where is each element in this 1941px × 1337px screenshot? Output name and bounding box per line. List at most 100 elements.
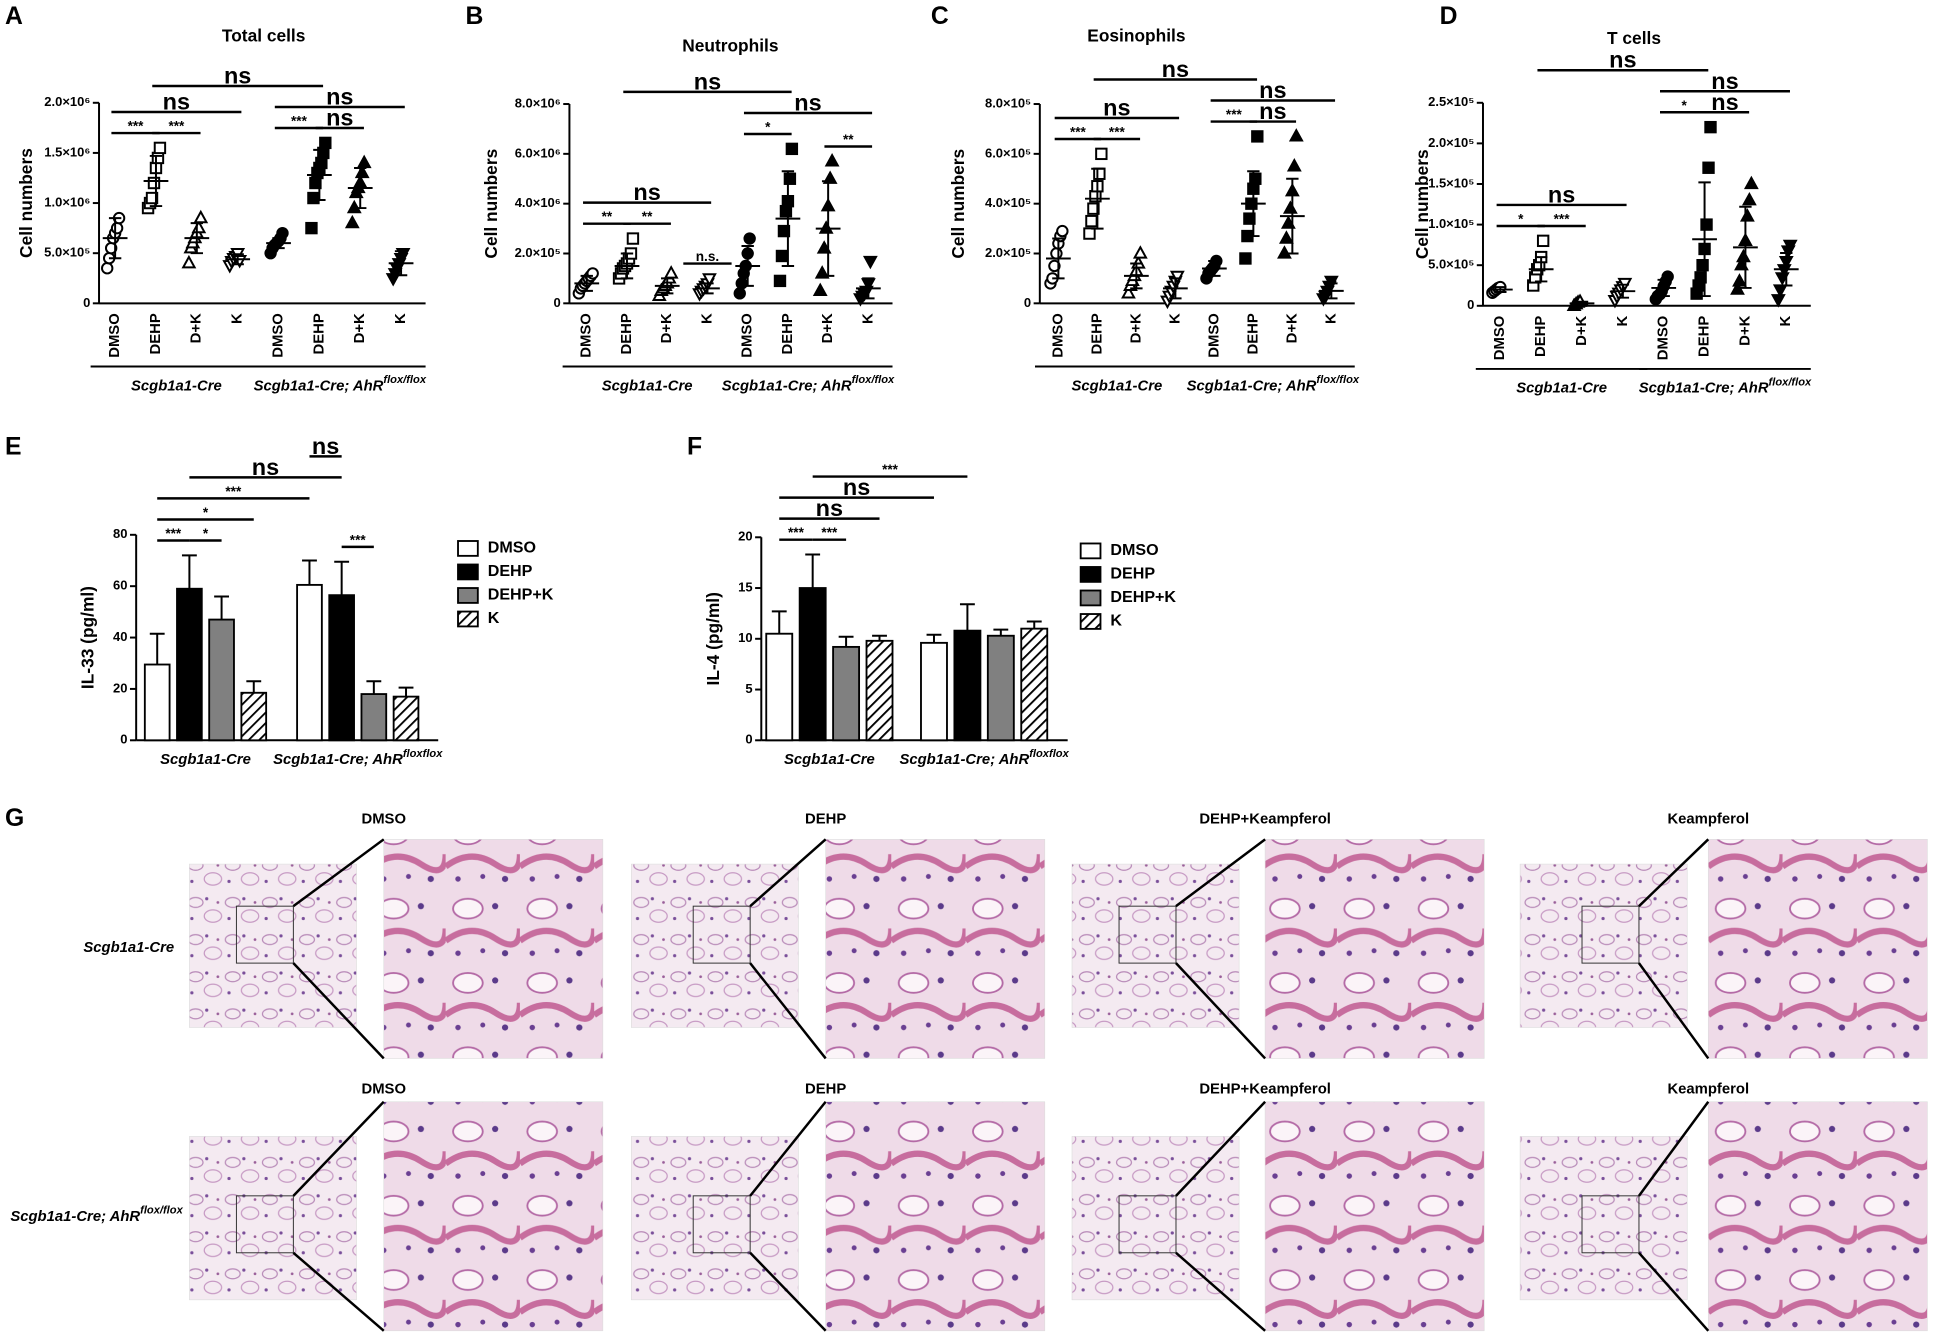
- error-bar: [838, 635, 854, 647]
- data-point: [1282, 200, 1298, 214]
- histology-image: [1071, 1136, 1240, 1301]
- panel-letter: B: [465, 3, 483, 30]
- y-tick-label: 60: [113, 578, 127, 593]
- data-point: [1121, 285, 1136, 299]
- histology-zoom-image: [825, 839, 1046, 1059]
- data-point: [779, 204, 793, 218]
- significance-label: *: [203, 526, 209, 541]
- bar: [328, 594, 355, 742]
- data-point: [153, 141, 167, 155]
- panel-letter: G: [5, 805, 24, 832]
- significance-label: ***: [788, 525, 805, 540]
- y-tick-label: 2.0×10⁵: [985, 245, 1031, 260]
- x-tick-label: K: [1167, 313, 1183, 324]
- chart-title: T cells: [1607, 28, 1661, 48]
- genotype-label: Scgb1a1-Cre: [602, 378, 693, 394]
- significance-label: ***: [128, 119, 145, 134]
- data-point: [315, 156, 328, 170]
- bar: [832, 645, 861, 742]
- zoom-connector: [1638, 1251, 1710, 1332]
- y-axis-label: IL-4 (pg/ml): [703, 592, 723, 685]
- significance-label: **: [642, 209, 653, 224]
- data-point: [1741, 191, 1757, 206]
- x-tick-label: DMSO: [1492, 316, 1508, 361]
- y-tick-label: 5: [745, 681, 752, 696]
- column-title: DMSO: [361, 1081, 406, 1097]
- y-tick-label: 1.0×10⁵: [1428, 216, 1474, 231]
- data-point: [1087, 202, 1100, 215]
- zoom-box: [1118, 905, 1177, 964]
- data-point: [818, 220, 834, 234]
- significance-label: ns: [1711, 68, 1738, 94]
- x-tick-label: D+K: [659, 313, 675, 343]
- significance-label: *: [203, 505, 209, 520]
- data-point: [1536, 234, 1550, 248]
- significance-label: ***: [225, 484, 242, 499]
- genotype-superscript: flox/flox: [1769, 376, 1812, 388]
- error-bar: [398, 686, 414, 697]
- genotype-label: Scgb1a1-Cre: [160, 752, 251, 768]
- x-tick-label: DMSO: [579, 313, 595, 358]
- column-title: DEHP+Keampferol: [1199, 811, 1331, 827]
- y-tick-label: 4.0×10⁵: [985, 195, 1031, 210]
- data-point: [1132, 245, 1148, 259]
- x-tick-label: K: [1323, 313, 1339, 324]
- panel-letter: C: [931, 3, 949, 30]
- data-point: [783, 172, 797, 185]
- y-tick-label: 20: [738, 529, 752, 544]
- significance-label: *: [765, 120, 771, 135]
- data-point: [193, 209, 209, 224]
- zoom-connector: [749, 1251, 827, 1332]
- y-tick-label: 4.0×10⁶: [515, 195, 561, 210]
- genotype-label: Scgb1a1-Cre; AhRflox/flox: [1639, 376, 1812, 396]
- zoom-connector: [292, 1100, 385, 1197]
- data-point: [1089, 190, 1102, 203]
- data-point: [862, 255, 878, 270]
- x-tick-label: DEHP: [1245, 313, 1261, 354]
- column-title: Keampferol: [1667, 1081, 1749, 1097]
- bar: [360, 693, 388, 742]
- genotype-name: Scgb1a1-Cre: [131, 378, 222, 394]
- data-point: [1279, 230, 1294, 244]
- significance-label: **: [602, 209, 613, 224]
- significance-label: *: [1681, 98, 1687, 113]
- error-bar: [1026, 620, 1042, 629]
- histology-zoom-image: [1707, 839, 1928, 1059]
- data-point: [586, 267, 599, 280]
- significance-label: ***: [1554, 212, 1571, 227]
- data-point: [1083, 227, 1096, 240]
- y-tick-label: 0: [1024, 295, 1031, 310]
- significance-label: ns: [1259, 77, 1286, 103]
- zoom-connector: [292, 962, 385, 1060]
- data-point: [1048, 259, 1061, 273]
- data-point: [773, 274, 787, 288]
- data-point: [1239, 252, 1252, 265]
- data-point: [1704, 120, 1717, 134]
- y-tick-label: 0: [120, 732, 127, 747]
- y-tick-label: 15: [738, 579, 752, 594]
- error-bar: [805, 553, 821, 589]
- data-point: [1251, 130, 1264, 143]
- error-bar: [246, 680, 262, 693]
- bar: [953, 629, 982, 742]
- y-tick-label: 8.0×10⁵: [985, 95, 1031, 110]
- zoom-box: [1118, 1195, 1177, 1254]
- significance-label: ns: [1162, 56, 1189, 82]
- x-tick-label: D+K: [1284, 313, 1300, 343]
- genotype-label: Scgb1a1-Cre: [784, 752, 875, 768]
- x-tick-label: D+K: [189, 313, 205, 343]
- x-tick-label: K: [1778, 315, 1794, 326]
- x-tick-label: D+K: [1574, 315, 1590, 345]
- chart-title: Eosinophils: [1087, 26, 1185, 46]
- significance-label: ns: [794, 89, 821, 115]
- zoom-connector: [749, 962, 827, 1060]
- data-point: [1243, 212, 1256, 225]
- genotype-superscript: flox/flox: [1316, 374, 1359, 386]
- y-tick-label: 6.0×10⁶: [515, 145, 561, 160]
- data-point: [151, 151, 165, 165]
- data-point: [1288, 128, 1304, 142]
- x-tick-label: DEHP: [619, 313, 635, 354]
- bar: [920, 641, 948, 742]
- y-tick-label: 0: [745, 732, 752, 747]
- x-tick-label: DEHP: [1089, 313, 1105, 354]
